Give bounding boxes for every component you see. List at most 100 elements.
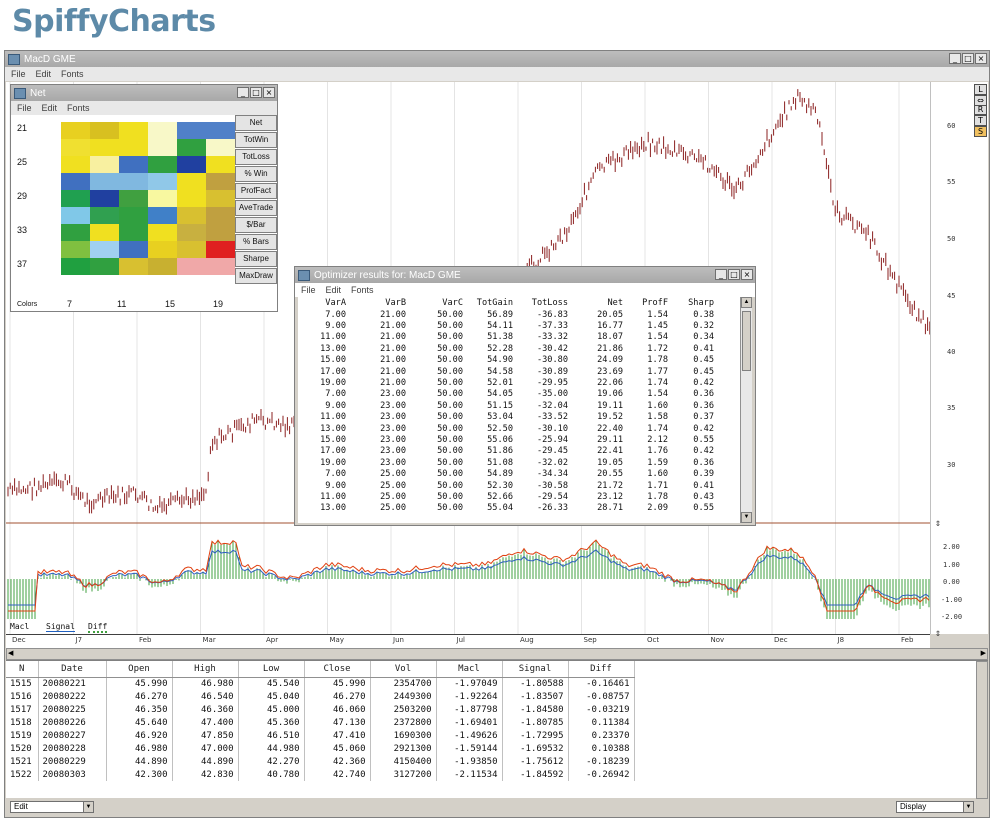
col-header[interactable]: Close <box>304 661 371 678</box>
col-header[interactable]: Vol <box>370 661 437 678</box>
scroll-left-icon[interactable]: ◀ <box>8 650 14 657</box>
heatmap-cell[interactable] <box>90 156 119 173</box>
main-titlebar[interactable]: MacD GME _ □ × <box>5 51 989 67</box>
heatmap-cell[interactable] <box>119 139 148 156</box>
menu-fonts[interactable]: Fonts <box>67 103 90 113</box>
menu-edit[interactable]: Edit <box>325 285 342 295</box>
heatmap-cell[interactable] <box>119 190 148 207</box>
optimizer-row[interactable]: 9.00 25.00 50.00 52.30 -30.58 21.72 1.71 0.41 <box>298 480 714 491</box>
heatmap-cell[interactable] <box>177 173 206 190</box>
metric-button[interactable]: Sharpe <box>235 251 277 267</box>
heatmap-cell[interactable] <box>148 122 177 139</box>
net-titlebar[interactable]: Net _ □ × <box>11 85 277 101</box>
edit-combo[interactable]: Edit ▼ <box>10 801 94 813</box>
splitter-icon[interactable]: ⇕ <box>935 518 942 529</box>
optimizer-row[interactable]: 11.00 25.00 50.00 52.66 -29.54 23.12 1.78 0.43 <box>298 491 714 502</box>
heatmap-cell[interactable] <box>61 122 90 139</box>
heatmap-cell[interactable] <box>148 241 177 258</box>
scroll-thumb[interactable] <box>742 311 751 371</box>
metric-button[interactable]: ProfFact <box>235 183 277 199</box>
col-header[interactable]: Macl <box>436 661 503 678</box>
heatmap-cell[interactable] <box>148 258 177 275</box>
optimizer-row[interactable]: 15.00 21.00 50.00 54.90 -30.80 24.09 1.78 0.45 <box>298 355 714 366</box>
table-row[interactable]: 1519 20080227 46.920 47.850 46.510 47.410 1690… <box>6 729 635 742</box>
metric-button[interactable]: % Win <box>235 166 277 182</box>
maximize-button[interactable]: □ <box>728 269 740 280</box>
col-header[interactable]: Low <box>238 661 305 678</box>
scroll-down-icon[interactable]: ▼ <box>741 512 752 523</box>
opt-col-header[interactable]: ProfF <box>642 298 668 308</box>
scroll-right-icon[interactable]: ▶ <box>980 650 986 657</box>
metric-button[interactable]: AveTrade <box>235 200 277 216</box>
close-button[interactable]: × <box>263 87 275 98</box>
optimizer-row[interactable]: 9.00 21.00 50.00 54.11 -37.33 16.77 1.45 0.32 <box>298 320 714 331</box>
col-header[interactable]: Date <box>38 661 107 678</box>
heatmap-cell[interactable] <box>61 139 90 156</box>
heatmap-cell[interactable] <box>61 207 90 224</box>
menu-file[interactable]: File <box>301 285 316 295</box>
menu-fonts[interactable]: Fonts <box>351 285 374 295</box>
heatmap-cell[interactable] <box>206 258 235 275</box>
heatmap-cell[interactable] <box>206 207 235 224</box>
heatmap-cell[interactable] <box>90 241 119 258</box>
opt-col-header[interactable]: VarB <box>385 298 406 308</box>
heatmap-cell[interactable] <box>177 122 206 139</box>
table-row[interactable]: 1517 20080225 46.350 46.360 45.000 46.060 2503… <box>6 703 635 716</box>
col-header[interactable]: N <box>6 661 39 678</box>
menu-edit[interactable]: Edit <box>35 69 52 79</box>
scroll-up-icon[interactable]: ▲ <box>741 297 752 308</box>
table-row[interactable]: 1521 20080229 44.890 44.890 42.270 42.360 4150… <box>6 755 635 768</box>
col-header[interactable]: Diff <box>568 661 635 678</box>
table-row[interactable]: 1515 20080221 45.990 46.980 45.540 45.990 2354… <box>6 677 635 690</box>
heatmap-cell[interactable] <box>119 122 148 139</box>
optimizer-row[interactable]: 13.00 25.00 50.00 55.04 -26.33 28.71 2.09 0.55 <box>298 503 714 514</box>
optimizer-row[interactable]: 17.00 23.00 50.00 51.86 -29.45 22.41 1.76 0.42 <box>298 446 714 457</box>
heatmap-cell[interactable] <box>119 258 148 275</box>
heatmap-cell[interactable] <box>90 258 119 275</box>
minimize-button[interactable]: _ <box>237 87 249 98</box>
side-button-l[interactable]: L <box>974 84 987 95</box>
heatmap-cell[interactable] <box>119 224 148 241</box>
expand-arrows-icon[interactable]: ⇔ <box>974 95 987 106</box>
heatmap-cell[interactable] <box>177 258 206 275</box>
maximize-button[interactable]: □ <box>962 53 974 64</box>
minimize-button[interactable]: _ <box>949 53 961 64</box>
optimizer-results[interactable]: VarA VarB VarC TotGain TotLoss Net ProfF… <box>298 297 752 523</box>
optimizer-row[interactable]: 11.00 23.00 50.00 53.04 -33.52 19.52 1.58 0.37 <box>298 412 714 423</box>
heatmap-cell[interactable] <box>61 224 90 241</box>
optimizer-row[interactable]: 7.00 25.00 50.00 54.89 -34.34 20.55 1.60 0.39 <box>298 468 714 479</box>
heatmap-cell[interactable] <box>90 122 119 139</box>
optimizer-titlebar[interactable]: Optimizer results for: MacD GME _ □ × <box>295 267 755 283</box>
heatmap-cell[interactable] <box>148 207 177 224</box>
heatmap-cell[interactable] <box>119 241 148 258</box>
close-button[interactable]: × <box>741 269 753 280</box>
display-combo[interactable]: Display ▼ <box>896 801 974 813</box>
optimizer-row[interactable]: 19.00 23.00 50.00 51.08 -32.02 19.05 1.59 0.36 <box>298 457 714 468</box>
opt-col-header[interactable]: VarC <box>442 298 463 308</box>
splitter-icon[interactable]: ⇕ <box>935 628 942 639</box>
heatmap-cell[interactable] <box>177 156 206 173</box>
close-button[interactable]: × <box>975 53 987 64</box>
heatmap-cell[interactable] <box>206 224 235 241</box>
heatmap-cell[interactable] <box>90 190 119 207</box>
heatmap-cell[interactable] <box>119 173 148 190</box>
col-header[interactable]: High <box>172 661 239 678</box>
heatmap-cell[interactable] <box>177 207 206 224</box>
heatmap-cell[interactable] <box>148 156 177 173</box>
optimizer-row[interactable]: 9.00 23.00 50.00 51.15 -32.04 19.11 1.60 0.36 <box>298 400 714 411</box>
chevron-down-icon[interactable]: ▼ <box>963 802 973 812</box>
heatmap-cell[interactable] <box>148 224 177 241</box>
optimizer-row[interactable]: 19.00 21.00 50.00 52.01 -29.95 22.06 1.74 0.42 <box>298 377 714 388</box>
heatmap-cell[interactable] <box>206 173 235 190</box>
heatmap-cell[interactable] <box>61 173 90 190</box>
heatmap-cell[interactable] <box>90 139 119 156</box>
menu-edit[interactable]: Edit <box>41 103 58 113</box>
heatmap-cell[interactable] <box>90 224 119 241</box>
heatmap-cell[interactable] <box>148 139 177 156</box>
heatmap-cell[interactable] <box>177 241 206 258</box>
optimizer-row[interactable]: 11.00 21.00 50.00 51.38 -33.32 18.07 1.54 0.34 <box>298 332 714 343</box>
heatmap-cell[interactable] <box>206 139 235 156</box>
metric-button[interactable]: $/Bar <box>235 217 277 233</box>
maximize-button[interactable]: □ <box>250 87 262 98</box>
menu-file[interactable]: File <box>17 103 32 113</box>
